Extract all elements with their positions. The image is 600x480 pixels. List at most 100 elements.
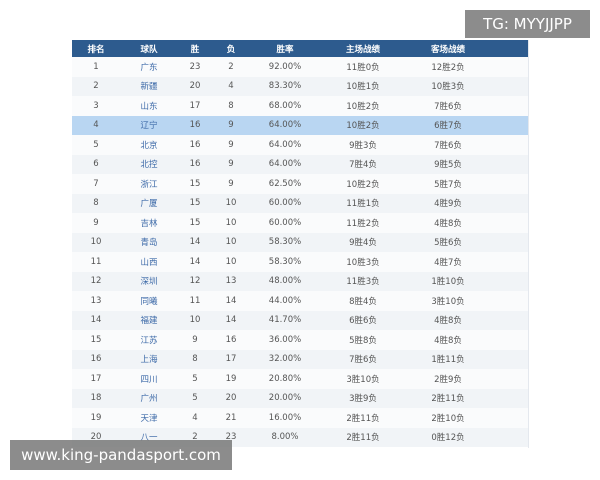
header-cell: 负 <box>226 44 236 55</box>
table-cell: 5胜7负 <box>434 179 462 190</box>
table-cell: 14 <box>189 237 201 248</box>
table-cell: 7胜6负 <box>434 101 462 112</box>
table-cell: 2胜11负 <box>431 394 465 405</box>
table-cell: 7胜4负 <box>349 160 377 171</box>
table-cell: 14 <box>225 295 237 306</box>
table-cell: 4胜7负 <box>434 257 462 268</box>
table-cell: 4 <box>192 412 198 423</box>
team-name: 山东 <box>140 101 158 112</box>
table-cell: 19 <box>225 373 237 384</box>
table-row: 10 青岛 14 10 58.30% 9胜4负 5胜6负 <box>72 232 528 252</box>
table-cell: 10胜2负 <box>346 101 380 112</box>
table-cell: 15 <box>90 334 102 345</box>
table-cell: 6胜7负 <box>434 121 462 132</box>
table-cell: 21 <box>225 412 237 423</box>
table-cell: 2胜11负 <box>346 413 380 424</box>
table-cell: 10 <box>225 198 237 209</box>
table-cell: 10 <box>189 315 201 326</box>
header-cell: 排名 <box>87 44 105 55</box>
table-cell: 14 <box>90 315 102 326</box>
table-cell: 8 <box>93 198 99 209</box>
table-row: 6 北控 16 9 64.00% 7胜4负 9胜5负 <box>72 154 528 174</box>
table-cell: 8 <box>228 100 234 111</box>
table-cell: 8胜4负 <box>349 296 377 307</box>
team-name: 新疆 <box>140 82 158 93</box>
table-row: 5 北京 16 9 64.00% 9胜3负 7胜6负 <box>72 135 528 155</box>
table-cell: 2 <box>228 61 234 72</box>
table-cell: 1 <box>93 61 99 72</box>
team-name: 广州 <box>140 394 158 405</box>
table-cell: 9 <box>228 159 234 170</box>
header-cell: 主场战绩 <box>345 44 380 55</box>
header-cell: 胜率 <box>276 44 294 55</box>
table-cell: 11胜2负 <box>346 218 380 229</box>
table-row: 16 上海 8 17 32.00% 7胜6负 1胜11负 <box>72 349 528 369</box>
table-cell: 15 <box>189 198 201 209</box>
table-cell: 7胜6负 <box>434 140 462 151</box>
table-cell: 23 <box>189 61 201 72</box>
table-row: 8 广厦 15 10 60.00% 11胜1负 4胜9负 <box>72 193 528 213</box>
table-cell: 16 <box>189 139 201 150</box>
table-cell: 48.00% <box>268 276 302 287</box>
header-cell: 客场战绩 <box>430 44 465 55</box>
table-cell: 11胜0负 <box>346 62 380 73</box>
table-cell: 10胜1负 <box>346 82 380 93</box>
table-cell: 10胜2负 <box>346 121 380 132</box>
table-cell: 4 <box>93 120 99 131</box>
table-cell: 17 <box>225 354 237 365</box>
table-cell: 1胜10负 <box>431 277 465 288</box>
team-name: 青岛 <box>140 238 158 249</box>
team-name: 广东 <box>140 62 158 73</box>
table-row: 13 同曦 11 14 44.00% 8胜4负 3胜10负 <box>72 291 528 311</box>
table-cell: 16 <box>90 354 102 365</box>
table-cell: 9胜5负 <box>434 160 462 171</box>
table-cell: 11胜3负 <box>346 277 380 288</box>
table-cell: 15 <box>189 178 201 189</box>
table-cell: 11胜1负 <box>346 199 380 210</box>
table-cell: 9 <box>228 178 234 189</box>
table-cell: 60.00% <box>268 217 302 228</box>
table-cell: 6胜6负 <box>349 316 377 327</box>
team-name: 天津 <box>140 413 158 424</box>
table-cell: 18 <box>90 393 102 404</box>
table-cell: 2 <box>192 432 198 443</box>
table-cell: 17 <box>189 100 201 111</box>
table-cell: 9胜3负 <box>349 140 377 151</box>
table-cell: 60.00% <box>268 198 302 209</box>
watermark-top: TG: MYYJJPP <box>465 10 590 38</box>
table-cell: 5胜6负 <box>434 238 462 249</box>
table-cell: 10 <box>225 217 237 228</box>
table-cell: 5 <box>93 139 99 150</box>
table-cell: 9 <box>192 334 198 345</box>
table-cell: 0胜12负 <box>431 433 465 444</box>
team-name: 浙江 <box>140 179 158 190</box>
table-cell: 23 <box>225 432 237 443</box>
table-cell: 83.30% <box>268 81 302 92</box>
table-cell: 13 <box>225 276 237 287</box>
table-cell: 3胜10负 <box>431 296 465 307</box>
table-cell: 10 <box>225 256 237 267</box>
table-cell: 10胜2负 <box>346 179 380 190</box>
table-cell: 4胜8负 <box>434 335 462 346</box>
table-cell: 4胜8负 <box>434 218 462 229</box>
table-cell: 16 <box>225 334 237 345</box>
table-row: 1 广东 23 2 92.00% 11胜0负 12胜2负 <box>72 57 528 77</box>
table-cell: 11 <box>90 256 102 267</box>
table-cell: 16 <box>189 120 201 131</box>
table-cell: 3 <box>93 100 99 111</box>
table-row: 9 吉林 15 10 60.00% 11胜2负 4胜8负 <box>72 213 528 233</box>
table-cell: 10 <box>90 237 102 248</box>
table-cell: 20 <box>225 393 237 404</box>
table-cell: 62.50% <box>268 178 302 189</box>
table-cell: 8.00% <box>271 432 299 443</box>
table-cell: 58.30% <box>268 237 302 248</box>
team-name: 辽宁 <box>140 121 158 132</box>
table-cell: 64.00% <box>268 120 302 131</box>
table-cell: 11 <box>189 295 201 306</box>
table-cell: 6 <box>93 159 99 170</box>
table-cell: 20 <box>189 81 201 92</box>
table-cell: 4 <box>228 81 234 92</box>
table-cell: 5胜8负 <box>349 335 377 346</box>
table-row: 18 广州 5 20 20.00% 3胜9负 2胜11负 <box>72 388 528 408</box>
